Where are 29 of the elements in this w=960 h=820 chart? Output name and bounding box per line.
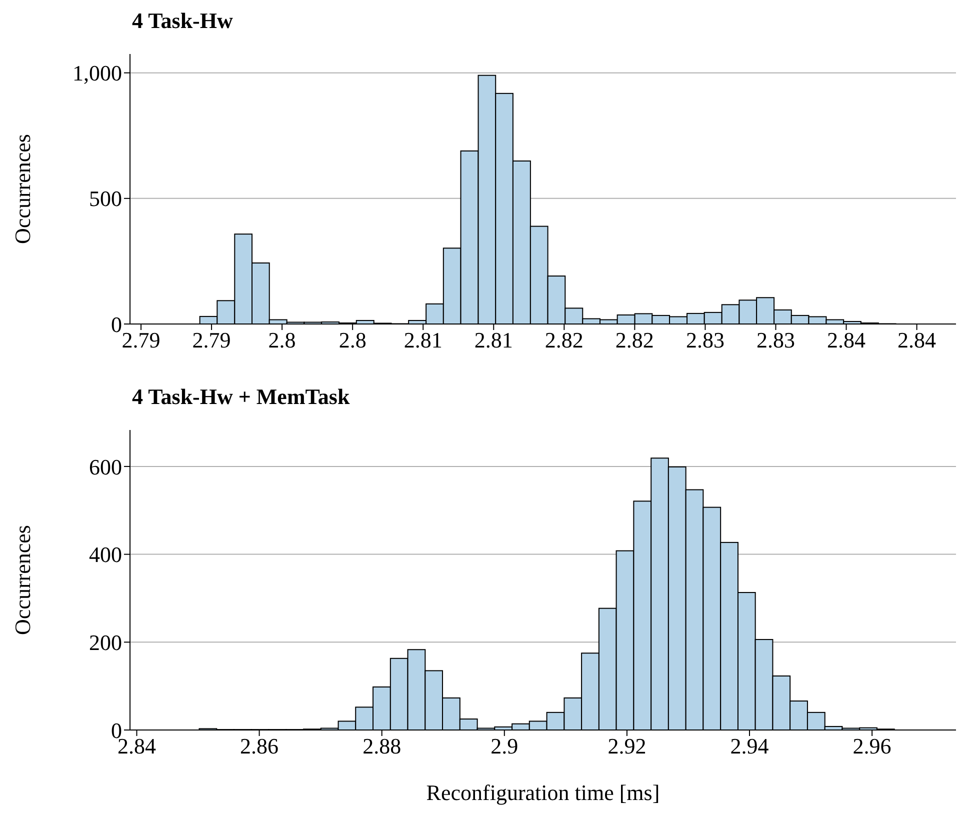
x-tick-label: 2.83 xyxy=(756,328,795,353)
x-tick-label: 2.84 xyxy=(898,328,936,353)
x-tick-label: 2.88 xyxy=(362,734,402,759)
x-tick-label: 2.81 xyxy=(474,328,513,353)
x-tick-label: 2.82 xyxy=(544,328,584,353)
y-axis-title: Occurrences xyxy=(10,134,35,244)
chart-title: 4 Task-Hw xyxy=(132,8,234,35)
x-tick-label: 2.8 xyxy=(338,328,366,353)
x-tick-label: 2.79 xyxy=(122,328,160,353)
x-tick-label: 2.81 xyxy=(404,328,442,353)
x-tick-label: 2.96 xyxy=(852,734,892,759)
x-tick-label: 2.94 xyxy=(730,734,769,759)
y-tick-label: 200 xyxy=(89,630,122,655)
y-tick-label: 600 xyxy=(89,454,122,480)
y-tick-label: 1,000 xyxy=(72,60,122,86)
chart-title: 4 Task-Hw + MemTask xyxy=(132,384,351,411)
x-tick-label: 2.79 xyxy=(192,328,231,353)
x-tick-label: 2.84 xyxy=(827,328,866,353)
y-tick-label: 400 xyxy=(89,542,122,568)
x-tick-label: 2.82 xyxy=(615,328,654,353)
x-axis-title: Reconfiguration time [ms] xyxy=(426,780,660,805)
x-tick-label: 2.92 xyxy=(608,734,646,759)
y-tick-label: 0 xyxy=(111,312,122,337)
y-tick-label: 500 xyxy=(89,186,122,212)
x-tick-label: 2.9 xyxy=(490,734,518,759)
x-tick-label: 2.86 xyxy=(240,734,279,759)
x-tick-label: 2.8 xyxy=(268,328,296,353)
y-axis-title: Occurrences xyxy=(10,525,35,635)
x-tick-label: 2.83 xyxy=(686,328,724,353)
